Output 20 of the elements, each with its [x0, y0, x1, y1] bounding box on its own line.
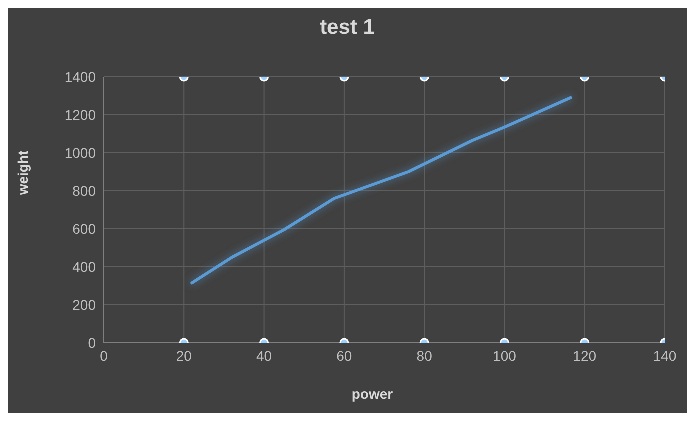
x-tick-label: 120 — [573, 348, 597, 364]
y-axis-title: weight — [15, 150, 31, 196]
y-tick-label: 600 — [72, 220, 96, 237]
y-tick-label: 1400 — [64, 68, 96, 85]
x-tick-label: 140 — [653, 348, 677, 364]
x-tick-label: 60 — [336, 348, 352, 364]
x-axis-title: power — [350, 386, 394, 402]
y-tick-label: 0 — [88, 334, 96, 351]
x-tick-label: 80 — [416, 348, 433, 364]
line-series — [190, 96, 572, 285]
y-tick-label: 400 — [72, 258, 96, 275]
x-tick-label: 40 — [256, 348, 272, 364]
y-tick-label: 200 — [72, 296, 96, 313]
x-tick-label: 100 — [493, 348, 517, 364]
y-tick-label: 1200 — [64, 106, 96, 123]
y-tick-label: 800 — [72, 182, 96, 199]
y-tick-label: 1000 — [64, 144, 96, 161]
chart-title: test 1 — [319, 16, 376, 40]
x-tick-label: 0 — [100, 348, 108, 364]
x-tick-label: 20 — [176, 348, 192, 364]
